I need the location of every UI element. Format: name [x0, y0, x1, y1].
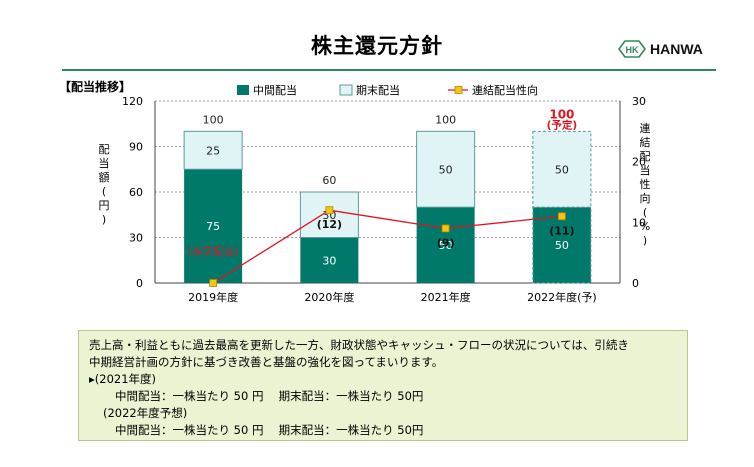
payout-point	[209, 279, 218, 287]
legend-label-yearend: 期末配当	[356, 83, 400, 97]
data-label-yearend: 25	[206, 144, 220, 157]
note-line: ▸(2021年度)	[89, 372, 157, 386]
section-label: 【配当推移】	[59, 80, 132, 94]
legend-swatch-interim	[237, 85, 249, 95]
payout-line	[212, 209, 562, 284]
forecast-note: (予定)	[547, 118, 578, 131]
bar-yearend	[183, 130, 243, 170]
bar-yearend	[532, 130, 592, 208]
data-label-yearend: 50	[439, 163, 453, 176]
payout-point	[325, 206, 334, 215]
x-tick-label: 2020年度	[304, 290, 354, 304]
note-line: (2022年度予想)	[103, 406, 188, 420]
data-label-yearend: 50	[555, 163, 569, 176]
note-line: 中間配当：一株当たり 50 円 期末配当：一株当たり 50円	[115, 389, 424, 403]
y-left-tick-label: 120	[122, 95, 143, 108]
bar-yearend	[416, 130, 476, 208]
y-left-tick-label: 90	[129, 141, 143, 154]
data-label-interim: 50	[439, 239, 453, 252]
y-right-tick-label: 30	[632, 95, 646, 108]
data-label-total: 60	[322, 174, 336, 187]
payout-label: (11)	[549, 224, 574, 237]
payout-label: (9)	[437, 236, 455, 249]
logo-text: HANWA	[650, 41, 703, 57]
x-tick-label: 2021年度	[421, 290, 471, 304]
hanwa-logo-icon: HK	[618, 40, 646, 58]
bar-interim	[416, 207, 475, 283]
y-right-tick-label: 10	[632, 216, 646, 229]
note-line: 売上高・利益ともに過去最高を更新した一方、財政状態やキャッシュ・フローの状況につ…	[89, 338, 629, 352]
data-label-interim: 75	[206, 220, 220, 233]
data-label-total: 100	[435, 113, 456, 126]
bar-interim	[184, 169, 243, 283]
y-right-axis-title: 連結配当性向(%)	[640, 121, 651, 247]
y-left-tick-label: 60	[129, 186, 143, 199]
y-left-tick-label: 30	[129, 232, 143, 245]
payout-label: (12)	[317, 218, 342, 231]
y-left-axis-title: 配当額(円)	[99, 143, 110, 226]
note-line: 中期経営計画の方針に基づき改善と基盤の強化を図ってまいります。	[89, 355, 444, 369]
y-left-tick-label: 0	[136, 277, 143, 290]
bar-interim	[300, 237, 359, 283]
header-divider	[62, 69, 716, 71]
svg-text:HK: HK	[626, 45, 639, 55]
policy-note: 売上高・利益ともに過去最高を更新した一方、財政状態やキャッシュ・フローの状況につ…	[78, 330, 688, 441]
x-tick-label: 2019年度	[188, 290, 238, 304]
legend-label-payout: 連結配当性向	[472, 83, 538, 97]
dividend-chart: 0 30 60 90 120 0 10 20 30 2019年度 2020年度 2021年度 2022年…	[99, 83, 651, 304]
y-right-tick-label: 20	[632, 156, 646, 169]
legend-swatch-yearend	[339, 84, 353, 96]
legend-marker-payout	[454, 86, 463, 94]
page-title: 株主還元方針	[311, 34, 443, 58]
payout-label: (赤字配当)	[188, 245, 238, 258]
company-logo: HK HANWA	[618, 40, 703, 58]
data-label-interim: 50	[555, 239, 569, 252]
y-right-tick-label: 0	[632, 277, 639, 290]
note-line: 中間配当：一株当たり 50 円 期末配当：一株当たり 50円	[115, 423, 424, 437]
payout-point	[557, 212, 566, 221]
legend-label-interim: 中間配当	[253, 83, 297, 97]
x-tick-label: 2022年度(予)	[527, 290, 597, 304]
payout-point	[441, 224, 450, 233]
data-label-total: 100	[203, 113, 224, 126]
data-label-total: 100	[549, 107, 574, 121]
data-label-interim: 30	[322, 254, 336, 267]
